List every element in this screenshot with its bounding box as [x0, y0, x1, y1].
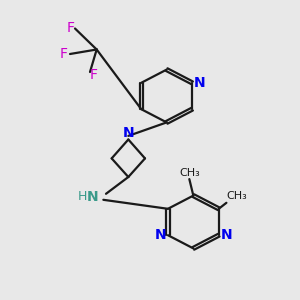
- Text: F: F: [89, 68, 97, 82]
- Text: H: H: [78, 190, 87, 203]
- Text: N: N: [194, 76, 205, 90]
- Text: CH₃: CH₃: [226, 191, 247, 201]
- Text: F: F: [60, 47, 68, 61]
- Text: N: N: [155, 228, 167, 242]
- Text: CH₃: CH₃: [179, 167, 200, 178]
- Text: N: N: [220, 228, 232, 242]
- Text: N: N: [122, 126, 134, 140]
- Text: F: F: [67, 22, 75, 35]
- Text: N: N: [87, 190, 98, 204]
